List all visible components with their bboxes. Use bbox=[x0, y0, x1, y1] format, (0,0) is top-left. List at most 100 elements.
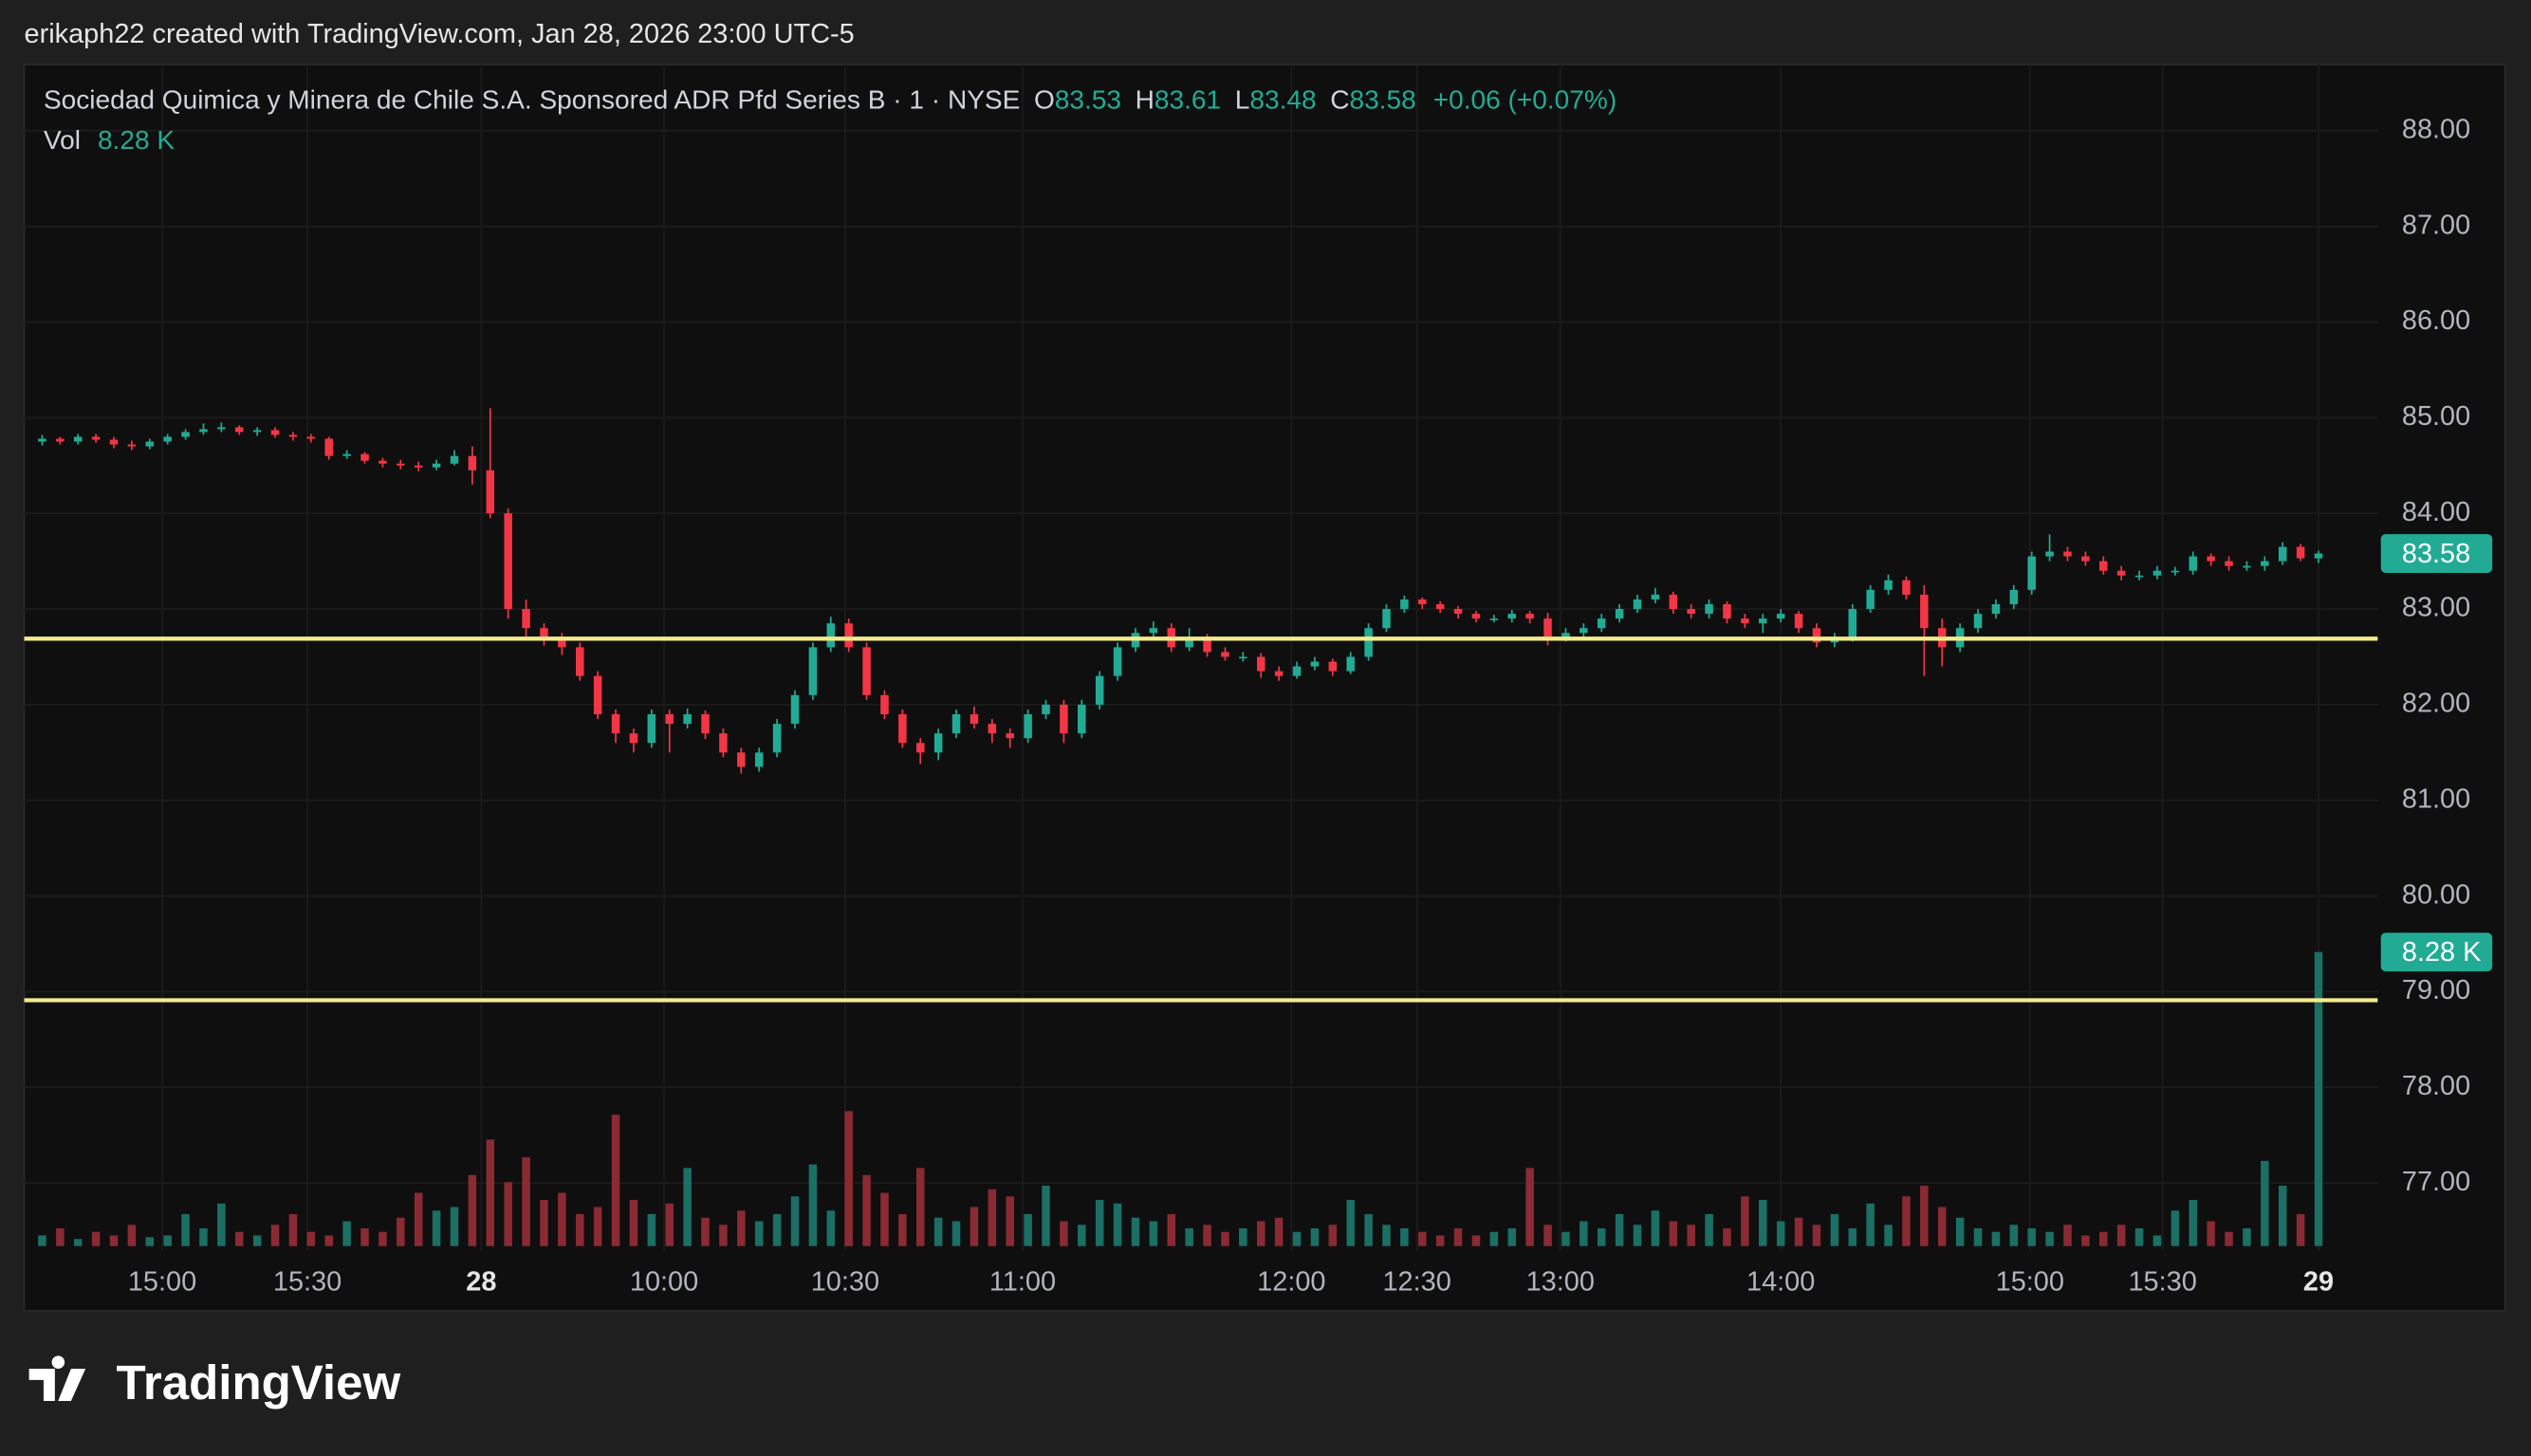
volume-bar bbox=[56, 1227, 65, 1246]
candle-body bbox=[593, 675, 602, 714]
volume-bar bbox=[1382, 1225, 1391, 1246]
volume-bar bbox=[951, 1221, 961, 1246]
volume-bar bbox=[360, 1227, 369, 1246]
volume-bar bbox=[1955, 1217, 1965, 1246]
candle-body bbox=[1274, 671, 1284, 676]
candle-body bbox=[1723, 604, 1731, 619]
volume-bar bbox=[486, 1139, 495, 1246]
candle-body bbox=[38, 438, 46, 442]
volume-bar bbox=[1723, 1227, 1731, 1246]
volume-bar bbox=[109, 1235, 119, 1246]
candle-body bbox=[1920, 594, 1929, 629]
attribution: erikaph22 created with TradingView.com, … bbox=[25, 19, 855, 49]
y-tick-label: 82.00 bbox=[2402, 689, 2470, 719]
volume-bar bbox=[1435, 1235, 1445, 1246]
volume-bar bbox=[2027, 1227, 2036, 1246]
volume-bar bbox=[719, 1225, 728, 1246]
candle-body bbox=[1507, 614, 1517, 619]
volume-bar bbox=[1937, 1207, 1947, 1246]
candle-body bbox=[1794, 614, 1803, 629]
candle-body bbox=[145, 441, 155, 447]
volume-bar bbox=[1973, 1227, 1983, 1246]
volume-bar bbox=[1471, 1235, 1481, 1246]
volume-bar bbox=[558, 1192, 566, 1246]
candle-body bbox=[2081, 556, 2090, 562]
candle-body bbox=[379, 460, 387, 464]
candle-body bbox=[1759, 618, 1767, 624]
y-tick-label: 86.00 bbox=[2402, 305, 2470, 336]
volume-bar bbox=[1453, 1227, 1463, 1246]
ohlc-label: H bbox=[1136, 85, 1155, 115]
x-tick-label: 10:30 bbox=[811, 1266, 879, 1297]
volume-bar bbox=[1418, 1231, 1427, 1246]
candle-body bbox=[1382, 609, 1391, 629]
volume-bar bbox=[1024, 1214, 1032, 1246]
volume-bar bbox=[737, 1210, 746, 1246]
volume-bar bbox=[988, 1189, 997, 1246]
volume-bar bbox=[2063, 1225, 2072, 1246]
candle-body bbox=[504, 513, 512, 610]
candle-body bbox=[898, 713, 907, 744]
candle-body bbox=[629, 733, 638, 744]
candle-body bbox=[683, 713, 692, 725]
y-tick-label: 88.00 bbox=[2402, 114, 2470, 144]
candle-body bbox=[1095, 675, 1104, 705]
volume-bar bbox=[880, 1192, 889, 1246]
candle-body bbox=[1024, 713, 1032, 739]
volume-bar bbox=[181, 1214, 190, 1246]
volume-bar bbox=[217, 1203, 226, 1246]
volume-bar bbox=[754, 1221, 764, 1246]
volume-bar bbox=[844, 1111, 853, 1246]
candle-body bbox=[450, 455, 459, 464]
volume-bar bbox=[1884, 1225, 1893, 1246]
volume-bar bbox=[252, 1235, 262, 1246]
candle-body bbox=[1525, 614, 1534, 619]
candle-body bbox=[252, 430, 262, 433]
candle-body bbox=[432, 463, 441, 468]
candle-body bbox=[288, 434, 298, 437]
candle-body bbox=[808, 647, 818, 695]
volume-bar bbox=[790, 1196, 800, 1246]
x-tick-label: 12:00 bbox=[1257, 1266, 1325, 1297]
candle-body bbox=[1812, 628, 1821, 643]
candle-body bbox=[414, 465, 423, 468]
volume-bar bbox=[504, 1182, 512, 1246]
volume-bar bbox=[199, 1227, 208, 1246]
volume-bar bbox=[2099, 1231, 2108, 1246]
candle-body bbox=[1489, 618, 1499, 620]
volume-bar bbox=[1274, 1217, 1284, 1246]
candle-body bbox=[1580, 628, 1588, 634]
volume-bar bbox=[2243, 1227, 2251, 1246]
candle-body bbox=[1364, 628, 1373, 657]
volume-bar bbox=[772, 1214, 782, 1246]
candle-body bbox=[2099, 561, 2108, 571]
candle-body bbox=[1328, 661, 1338, 672]
candle-body bbox=[2278, 546, 2287, 562]
volume-bar bbox=[127, 1225, 137, 1246]
volume-bar bbox=[432, 1210, 441, 1246]
candle-body bbox=[2045, 551, 2054, 557]
volume-bar bbox=[1095, 1200, 1104, 1246]
candle-body bbox=[701, 713, 710, 734]
volume-bar bbox=[2171, 1210, 2180, 1246]
candle-body bbox=[1239, 656, 1247, 659]
candle-body bbox=[1741, 618, 1749, 624]
volume-bar bbox=[379, 1231, 387, 1246]
candle-body bbox=[217, 427, 226, 430]
candle-body bbox=[826, 623, 836, 648]
candle-body bbox=[915, 743, 925, 753]
candle-body bbox=[486, 470, 495, 514]
candle-body bbox=[2009, 589, 2019, 605]
volume-bar bbox=[1776, 1221, 1785, 1246]
candle-body bbox=[1453, 609, 1463, 615]
candle-body bbox=[1973, 614, 1983, 629]
volume-bar bbox=[1489, 1231, 1499, 1246]
volume-bar bbox=[397, 1217, 405, 1246]
x-tick-label: 29 bbox=[2303, 1266, 2334, 1297]
volume-bar bbox=[270, 1225, 280, 1246]
price-tag-label: 83.58 bbox=[2402, 539, 2470, 569]
volume-bar bbox=[629, 1200, 638, 1246]
volume-bar bbox=[665, 1203, 674, 1246]
candle-body bbox=[665, 713, 674, 725]
candle-body bbox=[1597, 618, 1606, 629]
